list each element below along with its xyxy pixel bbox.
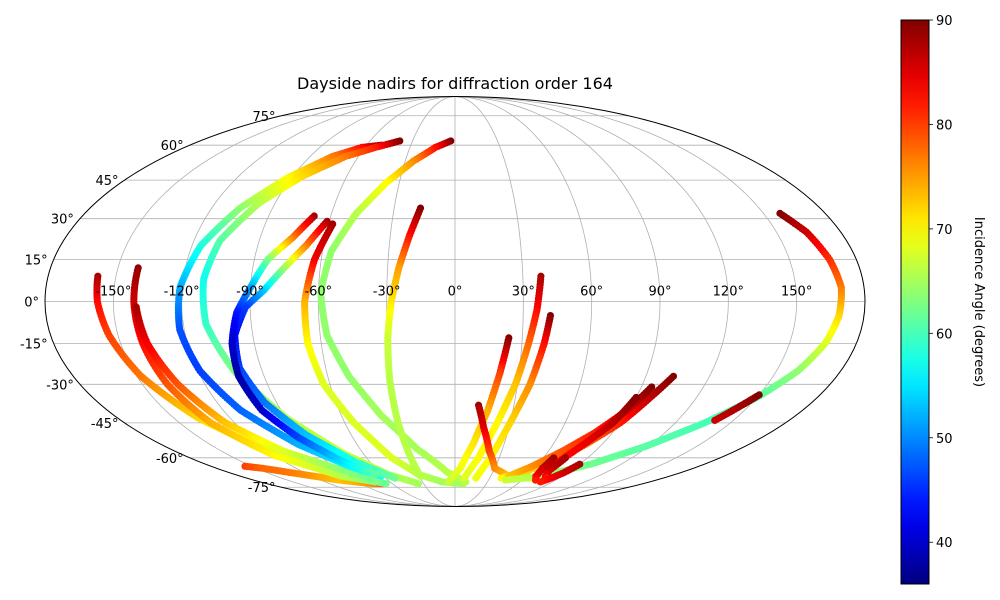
longitude-tick-label: 150° bbox=[781, 285, 812, 300]
longitude-tick-label: 120° bbox=[713, 285, 744, 300]
chart-title: Dayside nadirs for diffraction order 164 bbox=[297, 74, 613, 93]
latitude-tick-label: -45° bbox=[91, 417, 119, 432]
colorbar-tick-label: 50 bbox=[936, 432, 953, 447]
data-point bbox=[371, 470, 379, 478]
data-point bbox=[391, 474, 399, 482]
latitude-tick-label: 0° bbox=[24, 296, 39, 311]
longitude-gridline bbox=[454, 96, 661, 507]
longitude-gridline bbox=[454, 96, 524, 507]
latitude-tick-label: -15° bbox=[20, 337, 48, 352]
colorbar: 40 50 60 70 80 90 Incidence Angle (degrees) bbox=[900, 14, 986, 585]
longitude-gridline bbox=[112, 96, 456, 507]
latitude-tick-label: -60° bbox=[156, 452, 184, 467]
colorbar-ticks: 40 50 60 70 80 90 bbox=[929, 14, 953, 551]
longitude-tick-label: 0° bbox=[448, 285, 463, 300]
longitude-tick-label: -30° bbox=[373, 285, 401, 300]
longitude-tick-label: -120° bbox=[164, 285, 200, 300]
colorbar-tick-label: 90 bbox=[936, 14, 953, 29]
colorbar-label: Incidence Angle (degrees) bbox=[971, 217, 986, 387]
data-point bbox=[472, 474, 480, 482]
longitude-gridline bbox=[454, 96, 729, 507]
latitude-tick-label: -30° bbox=[46, 378, 74, 393]
latitude-tick-label: -75° bbox=[248, 481, 276, 496]
colorbar-gradient bbox=[900, 19, 930, 585]
colorbar-tick-label: 60 bbox=[936, 327, 953, 342]
map-plot-area: -150° -120° -90° -60° -30° 0° 30° 60° 90° 120° 150… bbox=[20, 96, 866, 507]
data-points bbox=[93, 137, 846, 488]
data-point bbox=[460, 474, 468, 482]
longitude-gridline bbox=[454, 96, 798, 507]
latitude-tick-label: 60° bbox=[161, 139, 184, 154]
longitude-tick-label: 30° bbox=[512, 285, 535, 300]
longitude-tick-label: 60° bbox=[580, 285, 603, 300]
latitude-tick-label: 30° bbox=[51, 213, 74, 228]
colorbar-tick-label: 80 bbox=[936, 118, 953, 133]
longitude-tick-label: -60° bbox=[304, 285, 332, 300]
data-point bbox=[444, 478, 453, 486]
data-point bbox=[414, 480, 423, 488]
data-point bbox=[416, 472, 425, 480]
longitude-tick-label: -150° bbox=[95, 285, 131, 300]
latitude-tick-label: 45° bbox=[96, 174, 119, 189]
latitude-tick-label: 75° bbox=[252, 110, 275, 125]
latitude-tick-label: 15° bbox=[25, 254, 48, 269]
colorbar-tick-label: 40 bbox=[936, 536, 953, 551]
longitude-tick-label: -90° bbox=[236, 285, 264, 300]
data-point bbox=[536, 478, 545, 486]
data-point bbox=[382, 480, 390, 488]
longitude-tick-label: 90° bbox=[648, 285, 671, 300]
data-point bbox=[711, 416, 719, 424]
data-point bbox=[501, 476, 509, 484]
colorbar-tick-label: 70 bbox=[936, 223, 953, 238]
